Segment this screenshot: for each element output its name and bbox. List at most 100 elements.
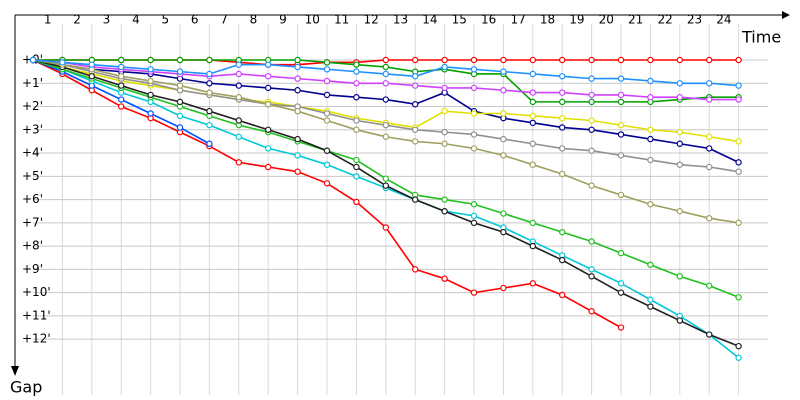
point — [441, 208, 448, 215]
point — [559, 89, 566, 96]
point — [294, 168, 301, 175]
point — [735, 342, 742, 350]
x-axis-arrow — [782, 11, 790, 19]
point — [647, 261, 654, 268]
point — [647, 77, 654, 85]
point — [735, 168, 742, 175]
point — [206, 89, 213, 96]
point — [617, 191, 625, 199]
point — [206, 121, 213, 129]
point — [353, 94, 360, 101]
point — [441, 56, 448, 64]
point — [323, 110, 331, 117]
y-axis-arrow — [11, 366, 19, 376]
point — [441, 275, 448, 282]
y-tick-label: +5' — [22, 169, 43, 183]
point — [147, 91, 154, 99]
point — [706, 331, 713, 338]
point — [323, 91, 331, 99]
x-tick-label: 22 — [657, 13, 672, 27]
point — [559, 170, 566, 178]
point — [412, 101, 419, 108]
point — [617, 56, 625, 64]
point — [647, 303, 654, 310]
point — [588, 98, 595, 106]
point — [88, 61, 96, 68]
point — [470, 212, 478, 220]
point — [617, 131, 625, 138]
point — [206, 70, 213, 78]
point — [117, 96, 125, 103]
point — [588, 308, 595, 315]
point — [588, 117, 595, 124]
point — [117, 63, 125, 71]
point — [265, 101, 272, 108]
point — [676, 317, 684, 324]
point — [529, 119, 537, 127]
point — [412, 56, 419, 64]
point — [412, 196, 419, 203]
point — [206, 140, 213, 147]
point — [529, 56, 537, 64]
y-tick-label: +8' — [22, 239, 43, 253]
point — [617, 280, 625, 287]
point — [676, 208, 684, 215]
point — [323, 161, 331, 168]
point — [353, 163, 360, 171]
point — [294, 56, 301, 64]
point — [412, 73, 419, 80]
x-tick-label: 2 — [73, 13, 81, 27]
x-tick-label: 7 — [220, 13, 228, 27]
point — [588, 56, 595, 64]
point — [382, 70, 389, 78]
point — [676, 161, 684, 168]
point — [323, 66, 331, 73]
x-tick-label: 10 — [305, 13, 320, 27]
point — [470, 66, 478, 73]
point — [559, 73, 566, 80]
point — [382, 175, 389, 182]
point — [500, 284, 507, 292]
point — [617, 152, 625, 159]
point — [323, 147, 331, 154]
point — [647, 156, 654, 164]
point — [117, 103, 125, 110]
point — [117, 82, 125, 89]
point — [470, 219, 478, 227]
point — [441, 140, 448, 147]
point — [529, 219, 537, 227]
point — [647, 94, 654, 101]
x-tick-label: 14 — [422, 13, 437, 27]
point — [529, 242, 537, 250]
point — [529, 140, 537, 147]
point — [470, 131, 478, 138]
x-tick-label: 9 — [279, 13, 287, 27]
point — [265, 126, 272, 133]
point — [235, 94, 242, 101]
x-tick-label: 15 — [452, 13, 467, 27]
point — [265, 73, 272, 80]
x-tick-label: 17 — [510, 13, 525, 27]
point — [265, 84, 272, 92]
point — [588, 273, 595, 280]
point — [147, 56, 154, 64]
point — [706, 80, 713, 87]
point — [353, 80, 360, 87]
point — [617, 75, 625, 82]
point — [382, 182, 389, 189]
point — [294, 152, 301, 159]
x-tick-label: 16 — [481, 13, 496, 27]
point — [353, 198, 360, 206]
point — [735, 219, 742, 227]
point — [647, 126, 654, 133]
point — [617, 324, 625, 331]
point — [470, 289, 478, 296]
point — [353, 68, 360, 75]
point — [235, 82, 242, 89]
point — [235, 70, 242, 78]
point — [412, 266, 419, 273]
point — [412, 138, 419, 145]
point — [265, 163, 272, 171]
point — [617, 289, 625, 296]
point — [735, 56, 742, 64]
